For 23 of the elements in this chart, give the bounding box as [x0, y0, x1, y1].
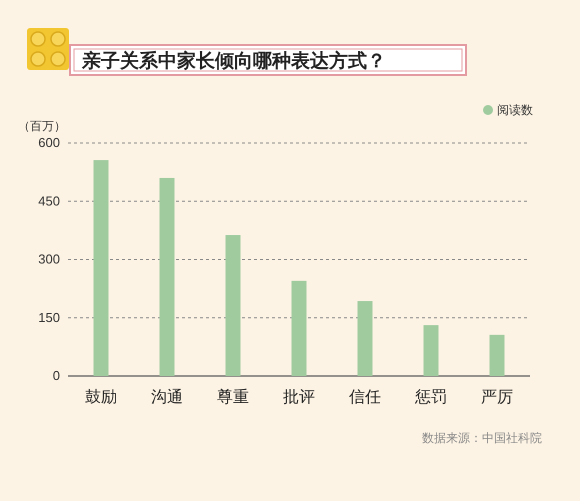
bar — [94, 160, 108, 376]
y-tick-label: 0 — [52, 368, 60, 383]
y-tick-label: 600 — [38, 135, 60, 150]
x-tick-label: 惩罚 — [414, 388, 447, 406]
x-tick-label: 鼓励 — [85, 388, 117, 406]
x-tick-label: 沟通 — [151, 388, 183, 406]
bar — [292, 280, 306, 376]
bar — [424, 325, 438, 376]
x-tick-label: 尊重 — [217, 388, 249, 406]
legend-label: 阅读数 — [497, 103, 533, 117]
y-tick-label: 300 — [38, 252, 60, 266]
bar — [490, 334, 504, 376]
bar — [226, 235, 240, 376]
x-tick-label: 信任 — [349, 389, 381, 406]
y-axis-title: （百万） — [18, 119, 66, 133]
x-tick-label: 严厉 — [481, 389, 513, 406]
y-tick-label: 150 — [38, 310, 60, 325]
x-tick-label: 批评 — [283, 388, 315, 406]
bar — [160, 178, 174, 376]
bar — [358, 301, 372, 376]
source-note: 数据来源：中国社科院 — [422, 431, 542, 445]
chart-title: 亲子关系中家长倾向哪种表达方式？ — [81, 50, 386, 72]
y-tick-label: 450 — [38, 193, 60, 208]
